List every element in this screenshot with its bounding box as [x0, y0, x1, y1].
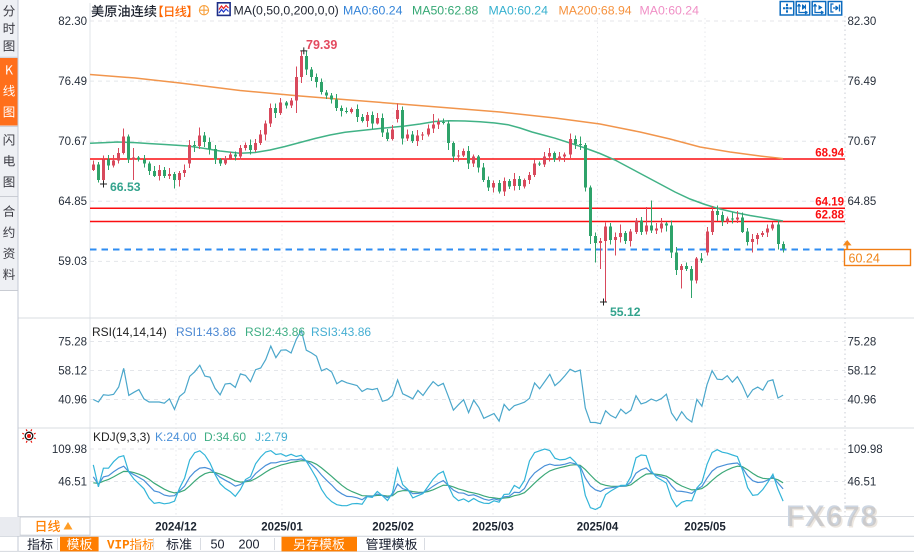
svg-text:FX678: FX678 — [788, 502, 880, 535]
svg-text:MA50:62.88: MA50:62.88 — [412, 4, 478, 18]
svg-text:RSI2:43.86: RSI2:43.86 — [245, 325, 305, 339]
svg-text:40.96: 40.96 — [58, 395, 87, 407]
svg-text:82.30: 82.30 — [848, 16, 877, 28]
svg-text:109.98: 109.98 — [52, 444, 87, 456]
svg-text:MA(0,50,0,200,0,0): MA(0,50,0,200,0,0) — [234, 4, 339, 18]
svg-text:58.12: 58.12 — [848, 366, 877, 378]
svg-text:46.51: 46.51 — [848, 477, 877, 489]
svg-text:55.12: 55.12 — [610, 305, 641, 319]
svg-text:J:2.79: J:2.79 — [255, 430, 288, 444]
svg-text:70.67: 70.67 — [848, 136, 877, 148]
svg-text:64.85: 64.85 — [58, 196, 87, 208]
svg-text:FX678: FX678 — [786, 500, 878, 533]
svg-text:70.67: 70.67 — [58, 136, 87, 148]
svg-text:58.12: 58.12 — [58, 366, 87, 378]
svg-text:MA0:60.24: MA0:60.24 — [489, 4, 549, 18]
svg-text:50: 50 — [211, 538, 225, 552]
svg-text:RSI3:43.86: RSI3:43.86 — [311, 325, 371, 339]
svg-text:2025/02: 2025/02 — [372, 522, 414, 534]
svg-text:K:24.00: K:24.00 — [155, 430, 197, 444]
svg-text:46.51: 46.51 — [58, 477, 87, 489]
svg-text:RSI1:43.86: RSI1:43.86 — [176, 325, 236, 339]
svg-text:76.49: 76.49 — [58, 76, 87, 88]
svg-text:79.39: 79.39 — [306, 38, 337, 52]
svg-text:62.88: 62.88 — [815, 210, 844, 222]
svg-text:109.98: 109.98 — [848, 444, 883, 456]
svg-text:75.28: 75.28 — [58, 337, 87, 349]
svg-text:MA0:60.24: MA0:60.24 — [640, 4, 700, 18]
svg-text:MA200:68.94: MA200:68.94 — [559, 4, 632, 18]
svg-text:2025/03: 2025/03 — [472, 522, 514, 534]
svg-text:200: 200 — [239, 538, 260, 552]
svg-text:60.24: 60.24 — [849, 251, 880, 265]
svg-text:KDJ(9,3,3): KDJ(9,3,3) — [93, 430, 150, 444]
svg-text:VIP: VIP — [107, 539, 130, 553]
svg-text:2025/01: 2025/01 — [261, 522, 303, 534]
svg-text:82.30: 82.30 — [58, 16, 87, 28]
svg-text:66.53: 66.53 — [110, 180, 141, 194]
svg-text:RSI(14,14,14): RSI(14,14,14) — [92, 325, 167, 339]
svg-text:2025/04: 2025/04 — [577, 522, 619, 534]
svg-text:2024/12: 2024/12 — [155, 522, 197, 534]
svg-text:68.94: 68.94 — [815, 148, 844, 160]
svg-text:59.03: 59.03 — [58, 256, 87, 268]
svg-text:76.49: 76.49 — [848, 76, 877, 88]
svg-text:2025/05: 2025/05 — [684, 522, 726, 534]
svg-text:D:34.60: D:34.60 — [204, 430, 246, 444]
svg-text:64.19: 64.19 — [815, 197, 844, 209]
svg-text:MA0:60.24: MA0:60.24 — [343, 4, 403, 18]
svg-text:40.96: 40.96 — [848, 395, 877, 407]
svg-text:64.85: 64.85 — [848, 196, 877, 208]
svg-text:75.28: 75.28 — [848, 337, 877, 349]
